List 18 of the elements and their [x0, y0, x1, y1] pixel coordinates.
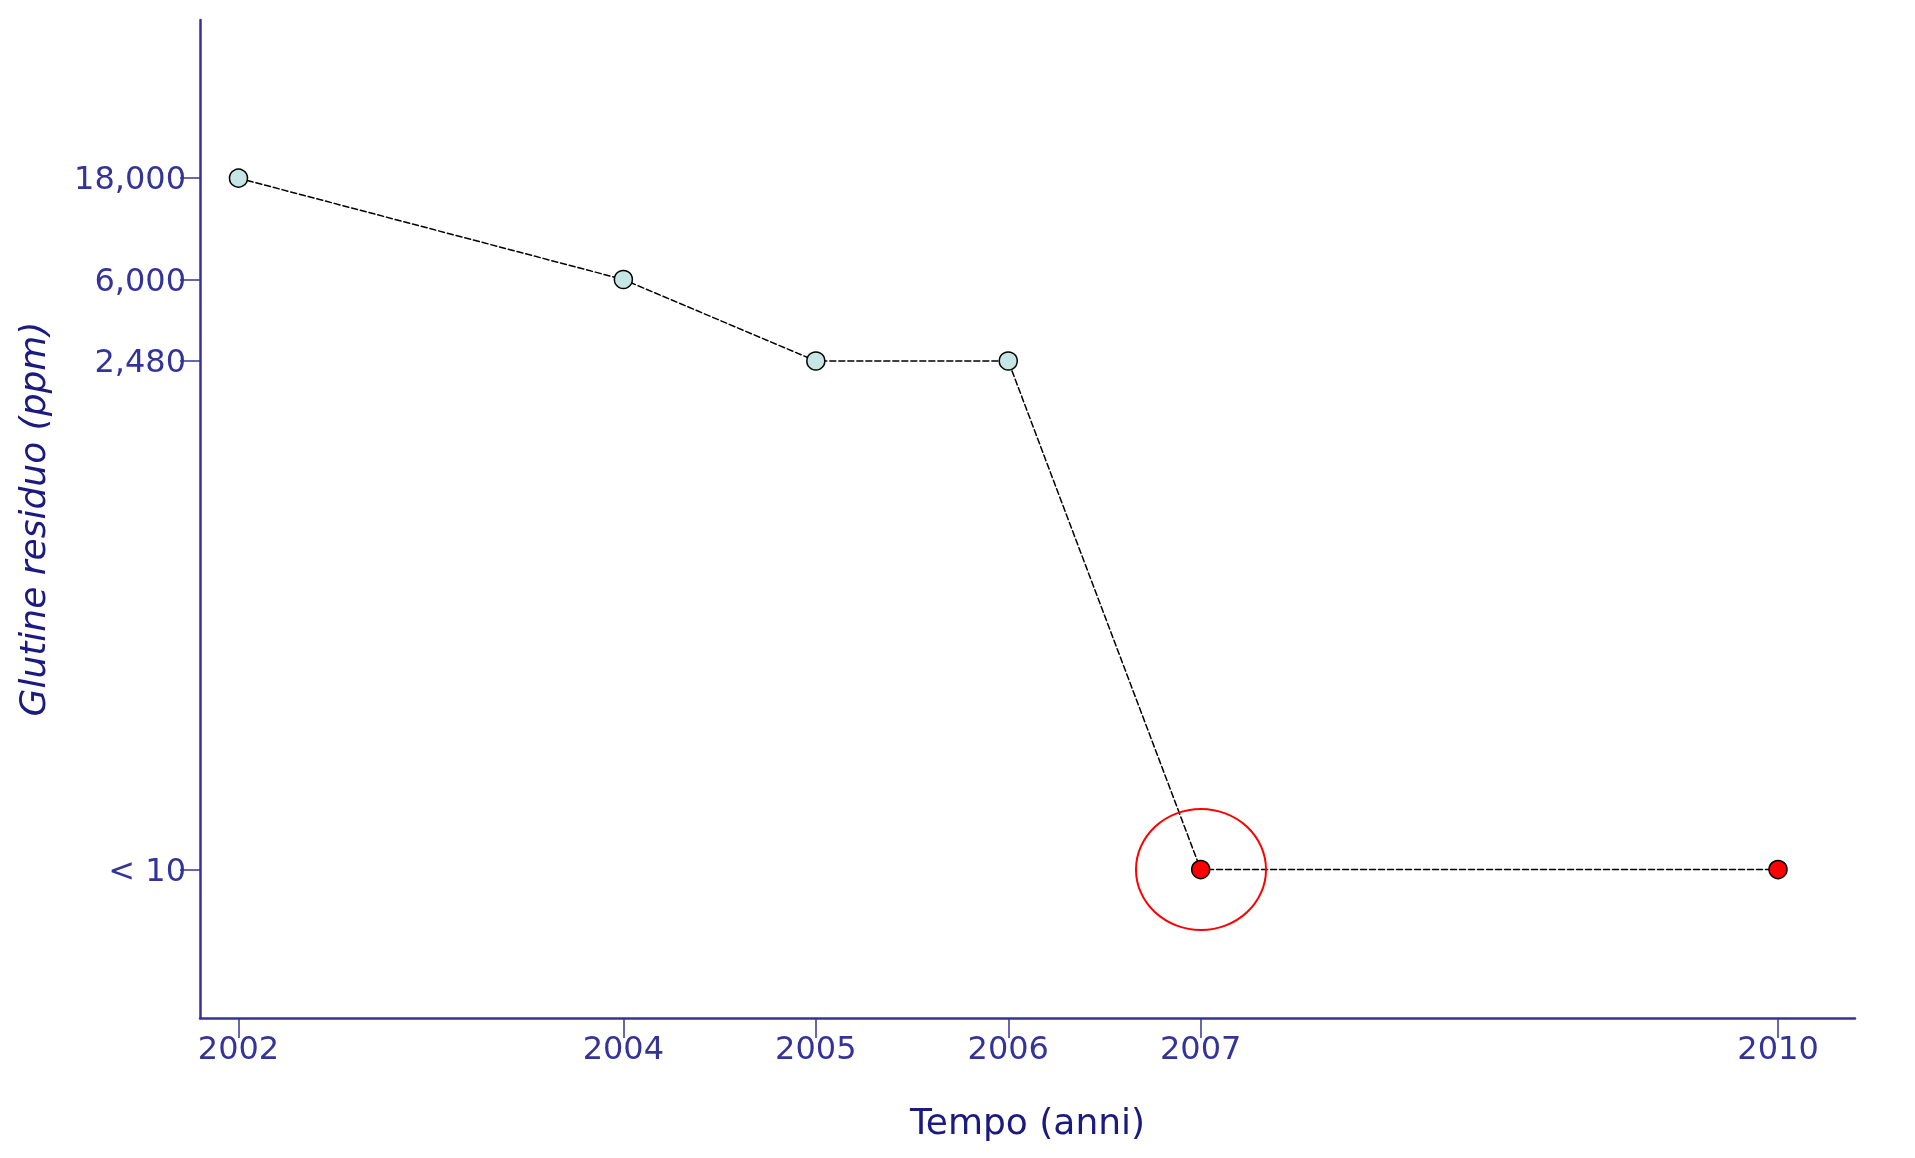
x-tick-label: 2002 — [197, 1029, 280, 1067]
x-tick-label: 2004 — [582, 1029, 665, 1067]
point — [613, 269, 634, 290]
x-tick-label: 2007 — [1159, 1029, 1242, 1067]
x-tick-label: 2010 — [1737, 1029, 1819, 1067]
x-tick-label: 2005 — [775, 1029, 857, 1067]
y-tick-label: 2,480 — [94, 342, 186, 380]
point — [228, 168, 249, 188]
y-tick-label: < 10 — [108, 850, 186, 889]
point — [1190, 859, 1211, 880]
y-tick-label: 6,000 — [94, 260, 186, 299]
point — [998, 351, 1019, 371]
point — [806, 351, 826, 371]
point — [1768, 859, 1788, 880]
x-axis-title: Tempo (anni) — [908, 1100, 1146, 1142]
x-tick-label: 2006 — [967, 1029, 1049, 1067]
y-axis-title: Glutine residuo (ppm) — [11, 321, 53, 717]
y-tick-label: 18,000 — [74, 159, 186, 198]
